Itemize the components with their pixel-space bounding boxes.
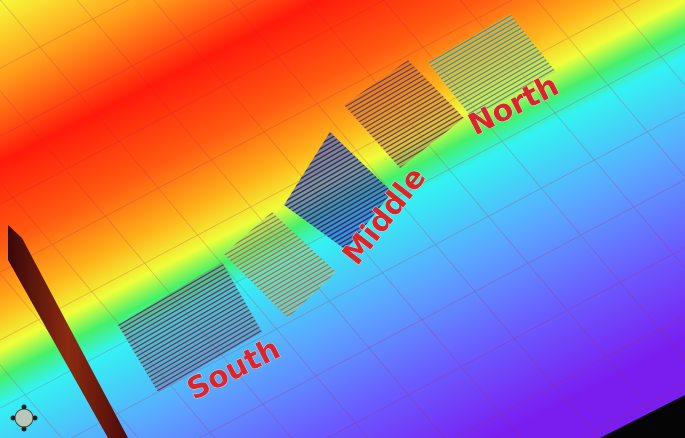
scene-view: South Middle North: [0, 0, 685, 438]
